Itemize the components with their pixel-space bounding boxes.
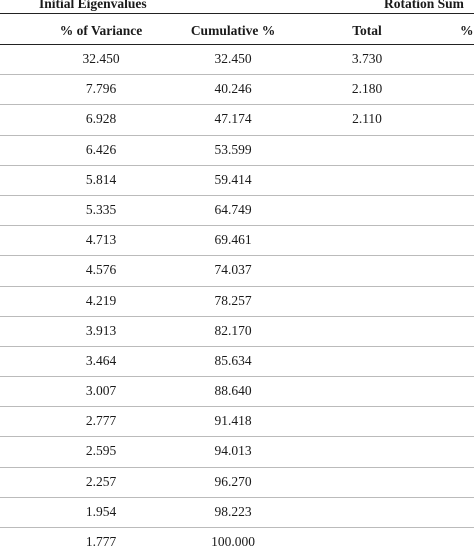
cumulative-cell: 78.257 [214,292,252,308]
table-row: 6.426 53.599 [0,136,474,166]
table-row: 3.464 85.634 [0,347,474,378]
variance-cell: 2.595 [85,443,117,459]
table-row: 1.777 100.000 [0,528,474,558]
variance-cell: 3.464 [85,352,117,368]
table-row: 4.576 74.037 [0,256,474,287]
variance-cell: 4.219 [85,292,117,308]
variance-cell: 1.954 [85,503,117,519]
variance-cell: 4.576 [85,262,117,278]
total-column-header: Total [352,23,382,38]
table-row: 3.913 82.170 [0,317,474,347]
percent-column-header: % [460,23,474,38]
cumulative-cell: 47.174 [214,111,252,127]
column-header-row: % of Variance Cumulative % Total % [0,14,474,44]
cumulative-cell: 85.634 [214,352,252,368]
variance-cell: 2.257 [85,473,117,489]
cumulative-cell: 53.599 [214,141,252,157]
table-row: 5.335 64.749 [0,196,474,227]
rotation-sums-header: Rotation Sum [384,0,464,11]
variance-cell: 3.913 [85,322,117,338]
group-header-row: Initial Eigenvalues Rotation Sum [0,0,474,14]
cumulative-cell: 82.170 [214,322,252,338]
table-row: 6.928 47.174 2.110 [0,105,474,136]
cumulative-cell: 94.013 [214,443,252,459]
cumulative-column-header: Cumulative % [190,23,276,38]
variance-cell: 5.814 [85,171,117,187]
table-row: 32.450 32.450 3.730 [0,45,474,76]
variance-cell: 2.777 [85,413,117,429]
cumulative-cell: 64.749 [214,201,252,217]
table-row: 4.219 78.257 [0,287,474,317]
variance-cell: 3.007 [85,383,117,399]
header-divider [0,13,474,14]
cumulative-cell: 74.037 [214,262,252,278]
variance-cell: 32.450 [82,51,120,66]
table-row: 7.796 40.246 2.180 [0,75,474,106]
total-cell: 2.110 [352,111,382,127]
table-row: 3.007 88.640 [0,377,474,408]
variance-cell: 4.713 [85,232,117,248]
total-cell: 2.180 [351,81,383,97]
cumulative-cell: 91.418 [214,413,252,429]
initial-eigenvalues-header: Initial Eigenvalues [39,0,147,11]
cumulative-cell: 98.223 [214,503,252,519]
cumulative-cell: 69.461 [214,232,252,248]
cumulative-cell: 96.270 [214,473,252,489]
table-row: 2.257 96.270 [0,468,474,498]
variance-cell: 6.426 [85,141,117,157]
table-row: 5.814 59.414 [0,166,474,196]
table-row: 2.595 94.013 [0,437,474,468]
table-row: 2.777 91.418 [0,407,474,438]
variance-cell: 1.777 [85,534,117,549]
table-row: 1.954 98.223 [0,498,474,528]
total-cell: 3.730 [351,51,383,66]
cumulative-cell: 40.246 [214,81,252,97]
cumulative-cell: 59.414 [214,171,252,187]
cumulative-cell: 32.450 [214,51,252,66]
column-header-divider [0,44,474,45]
cumulative-cell: 88.640 [214,383,252,399]
cumulative-cell: 100.000 [211,534,255,549]
table-row: 4.713 69.461 [0,226,474,257]
variance-column-header: % of Variance [59,23,143,38]
variance-cell: 5.335 [85,201,117,217]
variance-cell: 6.928 [85,111,117,127]
variance-cell: 7.796 [85,81,117,97]
table-body: 32.450 32.450 3.730 7.796 40.246 2.180 6.928 47… [0,45,474,558]
